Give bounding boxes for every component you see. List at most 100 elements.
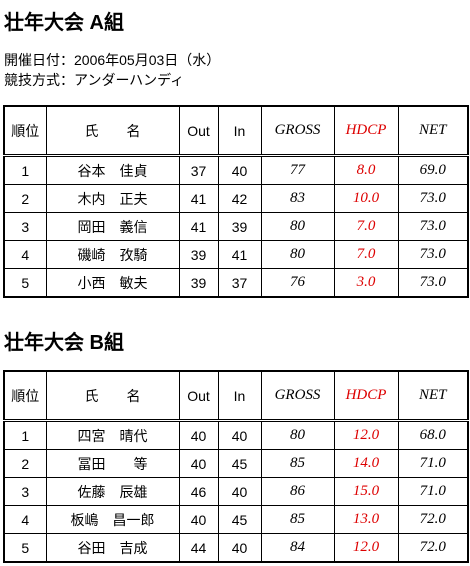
results-table: 順位氏 名 Out In GROSS HDCP NET 1 四宮 晴代 40 40 80 12.0 68…	[3, 370, 469, 563]
cell: 40	[217, 420, 262, 450]
cell: 80	[260, 240, 335, 269]
cell: 40	[178, 449, 219, 478]
section-title: 壮年大会 B組	[4, 332, 124, 354]
cell: 40	[217, 477, 262, 506]
cell: 磯崎 孜騎	[45, 240, 180, 269]
cell: 2	[3, 449, 47, 478]
cell: 41	[178, 184, 219, 213]
header-cell: NET	[397, 105, 469, 157]
cell: 39	[178, 268, 219, 298]
cell: 3.0	[333, 268, 399, 298]
header-cell: Out	[178, 105, 219, 157]
header-cell: GROSS	[260, 105, 335, 157]
cell: 岡田 義信	[45, 212, 180, 241]
cell: 72.0	[397, 505, 469, 534]
header-cell: NET	[397, 370, 469, 422]
cell: 佐藤 辰雄	[45, 477, 180, 506]
data-row: 1 四宮 晴代 40 40 80 12.0 68.0	[3, 420, 469, 450]
cell: 73.0	[397, 268, 469, 298]
cell: 小西 敏夫	[45, 268, 180, 298]
cell: 40	[178, 505, 219, 534]
cell: 板嶋 昌一郎	[45, 505, 180, 534]
cell: 73.0	[397, 184, 469, 213]
cell: 7.0	[333, 240, 399, 269]
header-cell: HDCP	[333, 105, 399, 157]
cell: 45	[217, 505, 262, 534]
data-row: 1 谷本 佳貞 37 40 77 8.0 69.0	[3, 155, 469, 185]
cell: 10.0	[333, 184, 399, 213]
cell: 5	[3, 268, 47, 298]
cell: 四宮 晴代	[45, 420, 180, 450]
cell: 37	[178, 155, 219, 185]
cell: 84	[260, 533, 335, 563]
cell: 85	[260, 505, 335, 534]
cell: 谷田 吉成	[45, 533, 180, 563]
cell: 5	[3, 533, 47, 563]
cell: 12.0	[333, 420, 399, 450]
cell: 谷本 佳貞	[45, 155, 180, 185]
cell: 44	[178, 533, 219, 563]
cell: 3	[3, 477, 47, 506]
cell: 3	[3, 212, 47, 241]
cell: 12.0	[333, 533, 399, 563]
cell: 77	[260, 155, 335, 185]
cell: 80	[260, 420, 335, 450]
cell: 73.0	[397, 212, 469, 241]
cell: 39	[178, 240, 219, 269]
header-row: 順位氏 名 Out In GROSS HDCP NET	[3, 370, 469, 422]
header-cell: In	[217, 370, 262, 422]
data-row: 2 木内 正夫 41 42 83 10.0 73.0	[3, 184, 469, 213]
data-row: 3 佐藤 辰雄 46 40 86 15.0 71.0	[3, 477, 469, 506]
cell: 80	[260, 212, 335, 241]
cell: 39	[217, 212, 262, 241]
cell: 42	[217, 184, 262, 213]
cell: 4	[3, 240, 47, 269]
cell: 41	[178, 212, 219, 241]
cell: 86	[260, 477, 335, 506]
header-cell: Out	[178, 370, 219, 422]
cell: 40	[217, 533, 262, 563]
cell: 4	[3, 505, 47, 534]
cell: 83	[260, 184, 335, 213]
cell: 73.0	[397, 240, 469, 269]
header-cell: GROSS	[260, 370, 335, 422]
cell: 71.0	[397, 449, 469, 478]
header-cell: HDCP	[333, 370, 399, 422]
header-row: 順位氏 名 Out In GROSS HDCP NET	[3, 105, 469, 157]
cell: 85	[260, 449, 335, 478]
data-row: 5 谷田 吉成 44 40 84 12.0 72.0	[3, 533, 469, 563]
cell: 37	[217, 268, 262, 298]
data-row: 5 小西 敏夫 39 37 76 3.0 73.0	[3, 268, 469, 298]
data-row: 4 磯崎 孜騎 39 41 80 7.0 73.0	[3, 240, 469, 269]
header-cell: 順位	[3, 105, 47, 157]
cell: 7.0	[333, 212, 399, 241]
header-cell: 順位	[3, 370, 47, 422]
data-row: 2 冨田 等 40 45 85 14.0 71.0	[3, 449, 469, 478]
info-line: 開催日付：2006年05月03日（水）	[4, 52, 221, 68]
cell: 46	[178, 477, 219, 506]
header-cell: 氏 名	[45, 105, 180, 157]
data-row: 3 岡田 義信 41 39 80 7.0 73.0	[3, 212, 469, 241]
cell: 1	[3, 420, 47, 450]
info-line: 競技方式：アンダーハンディ	[4, 72, 185, 88]
data-row: 4 板嶋 昌一郎 40 45 85 13.0 72.0	[3, 505, 469, 534]
cell: 68.0	[397, 420, 469, 450]
cell: 木内 正夫	[45, 184, 180, 213]
cell: 72.0	[397, 533, 469, 563]
cell: 2	[3, 184, 47, 213]
cell: 13.0	[333, 505, 399, 534]
header-cell: 氏 名	[45, 370, 180, 422]
cell: 71.0	[397, 477, 469, 506]
cell: 69.0	[397, 155, 469, 185]
cell: 冨田 等	[45, 449, 180, 478]
cell: 1	[3, 155, 47, 185]
cell: 76	[260, 268, 335, 298]
cell: 8.0	[333, 155, 399, 185]
cell: 41	[217, 240, 262, 269]
section-title: 壮年大会 A組	[4, 12, 124, 34]
header-cell: In	[217, 105, 262, 157]
cell: 14.0	[333, 449, 399, 478]
cell: 45	[217, 449, 262, 478]
cell: 15.0	[333, 477, 399, 506]
